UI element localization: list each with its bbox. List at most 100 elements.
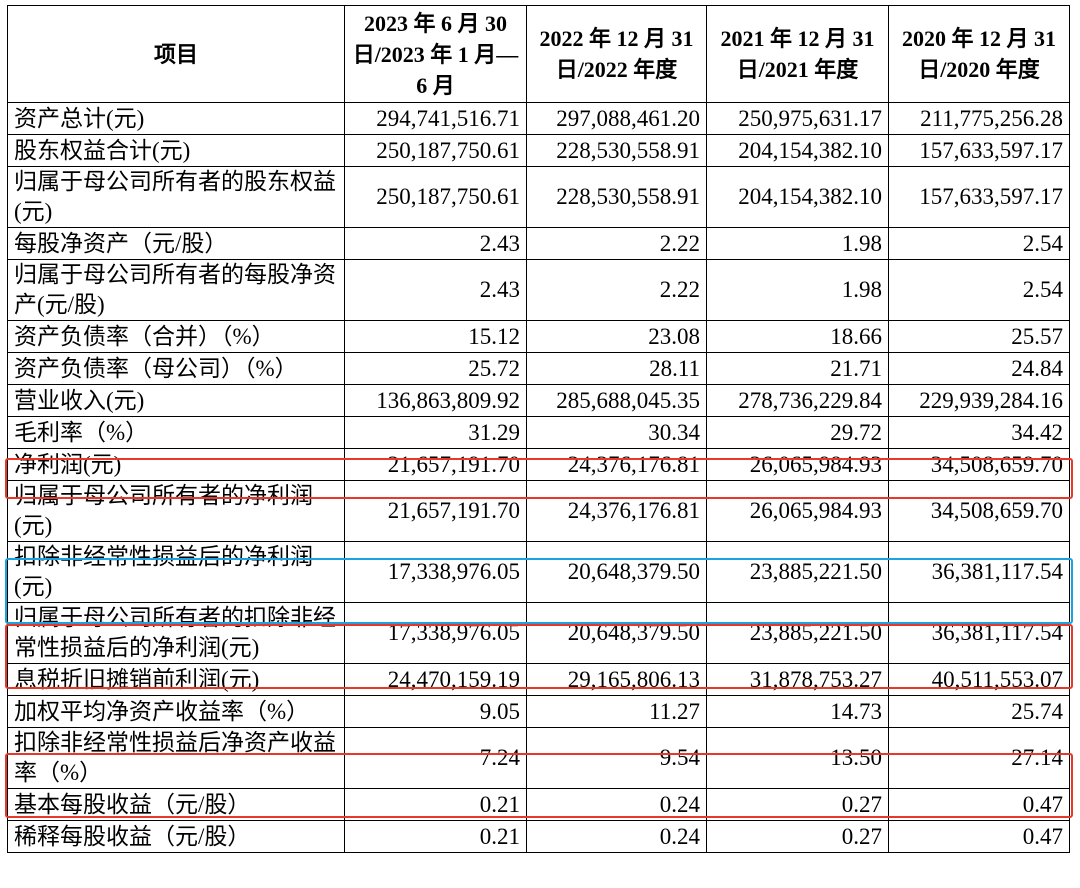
value-cell: 9.05 [344, 695, 527, 728]
value-cell: 136,863,809.92 [344, 384, 527, 417]
value-cell: 1.98 [706, 259, 889, 321]
table-row: 资产负债率（合并）（%） 15.12 23.08 18.66 25.57 [7, 320, 1070, 353]
row-label: 股东权益合计(元) [7, 134, 345, 167]
value-cell: 20,648,379.50 [526, 602, 707, 664]
value-cell: 0.24 [526, 820, 707, 853]
value-cell: 31,878,753.27 [706, 663, 889, 696]
value-cell: 204,154,382.10 [706, 134, 889, 167]
row-label: 每股净资产（元/股） [7, 227, 345, 260]
value-cell: 294,741,516.71 [344, 102, 527, 135]
row-label: 稀释每股收益（元/股） [7, 820, 345, 853]
row-label: 资产总计(元) [7, 102, 345, 135]
row-label: 加权平均净资产收益率（%） [7, 695, 345, 728]
value-cell: 29,165,806.13 [526, 663, 707, 696]
value-cell: 228,530,558.91 [526, 166, 707, 228]
table-row: 资产总计(元) 294,741,516.71 297,088,461.20 250,9… [7, 102, 1070, 135]
table-row: 归属于母公司所有者的每股净资产(元/股) 2.43 2.22 1.98 2.54 [7, 259, 1070, 321]
value-cell: 2.43 [344, 227, 527, 260]
value-cell: 18.66 [706, 320, 889, 353]
row-label: 息税折旧摊销前利润(元) [7, 663, 345, 696]
value-cell: 278,736,229.84 [706, 384, 889, 417]
table-row: 基本每股收益（元/股） 0.21 0.24 0.27 0.47 [7, 788, 1070, 821]
value-cell: 31.29 [344, 416, 527, 449]
row-label: 归属于母公司所有者的每股净资产(元/股) [7, 259, 345, 321]
header-row: 项目 2023 年 6 月 30 日/2023 年 1 月—6 月 2022 年 1… [7, 5, 1070, 103]
value-cell: 157,633,597.17 [888, 166, 1070, 228]
value-cell: 211,775,256.28 [888, 102, 1070, 135]
value-cell: 0.24 [526, 788, 707, 821]
value-cell: 7.24 [344, 727, 527, 789]
table-row: 加权平均净资产收益率（%） 9.05 11.27 14.73 25.74 [7, 695, 1070, 728]
table-row: 归属于母公司所有者的净利润(元) 21,657,191.70 24,376,176.… [7, 480, 1070, 542]
value-cell: 2.22 [526, 259, 707, 321]
row-label: 资产负债率（母公司）（%） [7, 352, 345, 385]
value-cell: 25.74 [888, 695, 1070, 728]
value-cell: 24,470,159.19 [344, 663, 527, 696]
row-label: 资产负债率（合并）（%） [7, 320, 345, 353]
header-cell: 2020 年 12 月 31 日/2020 年度 [888, 5, 1070, 103]
value-cell: 2.54 [888, 227, 1070, 260]
value-cell: 228,530,558.91 [526, 134, 707, 167]
value-cell: 2.54 [888, 259, 1070, 321]
value-cell: 21,657,191.70 [344, 480, 527, 542]
header-cell: 2022 年 12 月 31 日/2022 年度 [526, 5, 707, 103]
value-cell: 13.50 [706, 727, 889, 789]
value-cell: 24,376,176.81 [526, 480, 707, 542]
row-label: 归属于母公司所有者的净利润(元) [7, 480, 345, 542]
value-cell: 34,508,659.70 [888, 480, 1070, 542]
value-cell: 0.21 [344, 820, 527, 853]
table-row: 稀释每股收益（元/股） 0.21 0.24 0.27 0.47 [7, 820, 1070, 853]
value-cell: 9.54 [526, 727, 707, 789]
header-cell: 项目 [7, 5, 345, 103]
table-row: 归属于母公司所有者的股东权益(元) 250,187,750.61 228,530,5… [7, 166, 1070, 228]
value-cell: 0.27 [706, 788, 889, 821]
value-cell: 157,633,597.17 [888, 134, 1070, 167]
value-cell: 27.14 [888, 727, 1070, 789]
row-label: 营业收入(元) [7, 384, 345, 417]
row-label: 归属于母公司所有者的扣除非经常性损益后的净利润(元) [7, 602, 345, 664]
row-label: 净利润(元) [7, 448, 345, 481]
value-cell: 297,088,461.20 [526, 102, 707, 135]
value-cell: 204,154,382.10 [706, 166, 889, 228]
table-row: 息税折旧摊销前利润(元) 24,470,159.19 29,165,806.13 31… [7, 663, 1070, 696]
table-row: 净利润(元) 21,657,191.70 24,376,176.81 26,065,9… [7, 448, 1070, 481]
table-row: 股东权益合计(元) 250,187,750.61 228,530,558.91 204… [7, 134, 1070, 167]
row-label: 毛利率（%） [7, 416, 345, 449]
value-cell: 21.71 [706, 352, 889, 385]
header-cell: 2021 年 12 月 31 日/2021 年度 [706, 5, 889, 103]
value-cell: 29.72 [706, 416, 889, 449]
value-cell: 0.27 [706, 820, 889, 853]
value-cell: 30.34 [526, 416, 707, 449]
value-cell: 285,688,045.35 [526, 384, 707, 417]
row-label: 扣除非经常性损益后的净利润(元) [7, 541, 345, 603]
header-cell: 2023 年 6 月 30 日/2023 年 1 月—6 月 [344, 5, 527, 103]
value-cell: 25.72 [344, 352, 527, 385]
value-cell: 36,381,117.54 [888, 541, 1070, 603]
value-cell: 40,511,553.07 [888, 663, 1070, 696]
value-cell: 250,187,750.61 [344, 166, 527, 228]
row-label: 基本每股收益（元/股） [7, 788, 345, 821]
table-row: 资产负债率（母公司）（%） 25.72 28.11 21.71 24.84 [7, 352, 1070, 385]
value-cell: 24,376,176.81 [526, 448, 707, 481]
value-cell: 2.43 [344, 259, 527, 321]
table-body: 资产总计(元) 294,741,516.71 297,088,461.20 250,9… [7, 102, 1070, 853]
value-cell: 229,939,284.16 [888, 384, 1070, 417]
value-cell: 24.84 [888, 352, 1070, 385]
table-row: 扣除非经常性损益后净资产收益率（%） 7.24 9.54 13.50 27.14 [7, 727, 1070, 789]
value-cell: 21,657,191.70 [344, 448, 527, 481]
table-row: 毛利率（%） 31.29 30.34 29.72 34.42 [7, 416, 1070, 449]
table-row: 每股净资产（元/股） 2.43 2.22 1.98 2.54 [7, 227, 1070, 260]
value-cell: 26,065,984.93 [706, 448, 889, 481]
value-cell: 20,648,379.50 [526, 541, 707, 603]
value-cell: 23,885,221.50 [706, 602, 889, 664]
value-cell: 25.57 [888, 320, 1070, 353]
row-label: 归属于母公司所有者的股东权益(元) [7, 166, 345, 228]
table-row: 扣除非经常性损益后的净利润(元) 17,338,976.05 20,648,379.… [7, 541, 1070, 603]
value-cell: 1.98 [706, 227, 889, 260]
value-cell: 15.12 [344, 320, 527, 353]
table-row: 归属于母公司所有者的扣除非经常性损益后的净利润(元) 17,338,976.05 2… [7, 602, 1070, 664]
value-cell: 34.42 [888, 416, 1070, 449]
value-cell: 250,975,631.17 [706, 102, 889, 135]
value-cell: 250,187,750.61 [344, 134, 527, 167]
